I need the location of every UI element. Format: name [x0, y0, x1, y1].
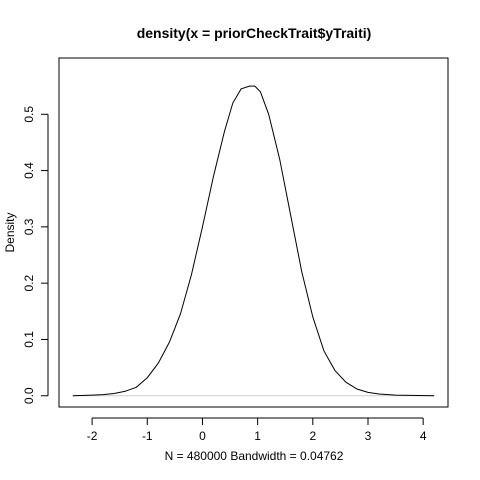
y-tick-label: 0.0 — [22, 387, 36, 404]
y-tick-label: 0.3 — [22, 218, 36, 235]
chart-title: density(x = priorCheckTrait$yTraiti) — [137, 25, 372, 41]
y-axis: 0.0 0.1 0.2 0.3 0.4 0.5 — [22, 106, 49, 404]
x-tick-label: 4 — [420, 429, 427, 443]
x-tick-label: 2 — [309, 429, 316, 443]
x-tick-label: -1 — [142, 429, 153, 443]
density-series-line — [72, 85, 435, 397]
x-tick-label: 3 — [365, 429, 372, 443]
x-tick-label: -2 — [87, 429, 98, 443]
x-axis-label: N = 480000 Bandwidth = 0.04762 — [165, 449, 344, 463]
y-axis-label: Density — [3, 212, 17, 252]
y-tick-label: 0.2 — [22, 274, 36, 291]
plot-frame — [58, 57, 449, 408]
y-tick-label: 0.5 — [22, 106, 36, 123]
x-axis: -2 -1 0 1 2 3 4 — [87, 417, 427, 443]
x-tick-label: 0 — [199, 429, 206, 443]
y-tick-label: 0.4 — [22, 162, 36, 179]
y-tick-label: 0.1 — [22, 331, 36, 348]
x-tick-label: 1 — [254, 429, 261, 443]
